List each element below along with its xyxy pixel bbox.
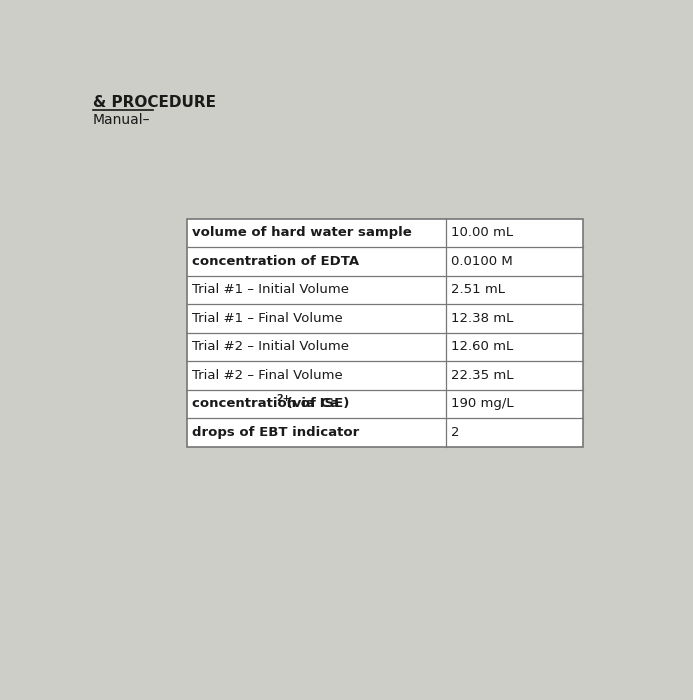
Text: Trial #2 – Initial Volume: Trial #2 – Initial Volume (192, 340, 349, 354)
Text: 12.38 mL: 12.38 mL (451, 312, 514, 325)
Text: 2.51 mL: 2.51 mL (451, 284, 505, 297)
Text: 190 mg/L: 190 mg/L (451, 398, 514, 410)
Text: 2: 2 (451, 426, 459, 439)
Text: volume of hard water sample: volume of hard water sample (192, 227, 412, 239)
Text: 10.00 mL: 10.00 mL (451, 227, 513, 239)
Text: (via ISE): (via ISE) (282, 398, 350, 410)
Text: 2+: 2+ (276, 394, 290, 403)
Text: 0.0100 M: 0.0100 M (451, 255, 513, 268)
Text: & PROCEDURE: & PROCEDURE (93, 95, 216, 110)
Text: Trial #1 – Initial Volume: Trial #1 – Initial Volume (192, 284, 349, 297)
Text: 12.60 mL: 12.60 mL (451, 340, 513, 354)
Text: concentration of EDTA: concentration of EDTA (192, 255, 359, 268)
Bar (187, 218, 583, 447)
Text: Trial #1 – Final Volume: Trial #1 – Final Volume (192, 312, 343, 325)
Text: drops of EBT indicator: drops of EBT indicator (192, 426, 359, 439)
Text: concentration of Ca: concentration of Ca (192, 398, 339, 410)
Text: 22.35 mL: 22.35 mL (451, 369, 514, 382)
Text: Manual–: Manual– (93, 113, 150, 127)
Text: Trial #2 – Final Volume: Trial #2 – Final Volume (192, 369, 343, 382)
